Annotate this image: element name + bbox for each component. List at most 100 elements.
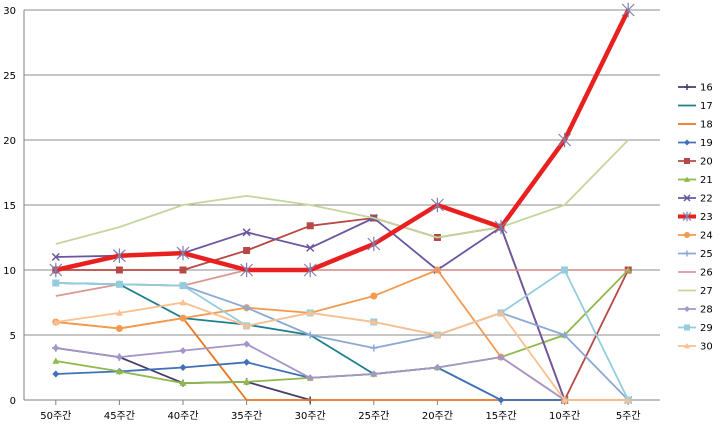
legend-item-25: 25 bbox=[678, 249, 713, 260]
data-point bbox=[52, 357, 60, 364]
series-lines bbox=[49, 2, 635, 405]
axes bbox=[23, 10, 660, 405]
data-point bbox=[684, 84, 690, 90]
x-tick-label: 10주간 bbox=[549, 410, 580, 422]
data-point bbox=[684, 324, 690, 331]
legend-label: 28 bbox=[700, 305, 713, 316]
legend-item-22: 22 bbox=[678, 194, 713, 205]
legend: 16 17 18 19 20 21 22 23 24 25 26 27 28 29 30 bbox=[678, 83, 713, 353]
legend-label: 27 bbox=[700, 286, 713, 297]
series-30 bbox=[52, 299, 632, 403]
data-point bbox=[243, 304, 251, 312]
y-tick-label: 5 bbox=[10, 331, 16, 342]
data-point bbox=[243, 340, 251, 348]
series-18 bbox=[55, 317, 629, 401]
legend-label: 19 bbox=[700, 138, 713, 149]
data-point bbox=[497, 353, 505, 361]
x-axis-ticks: 50주간 45주간 40주간 35주간 30주간 25주간 20주간 15주간 10주간 5주간 bbox=[40, 410, 640, 422]
data-point bbox=[179, 314, 187, 322]
data-point bbox=[370, 344, 378, 352]
data-point bbox=[621, 2, 635, 18]
data-point bbox=[306, 222, 314, 230]
data-point bbox=[684, 176, 690, 182]
data-point bbox=[370, 318, 378, 325]
legend-item-28: 28 bbox=[678, 305, 713, 316]
series-line-27 bbox=[55, 139, 629, 245]
legend-item-21: 21 bbox=[678, 175, 713, 186]
legend-label: 18 bbox=[700, 120, 713, 131]
data-point bbox=[52, 370, 60, 378]
data-point bbox=[370, 292, 378, 300]
legend-label: 21 bbox=[700, 175, 713, 186]
data-point bbox=[684, 250, 690, 257]
data-point bbox=[179, 266, 187, 274]
x-tick-label: 40주간 bbox=[167, 410, 198, 422]
legend-label: 17 bbox=[700, 101, 713, 112]
data-point bbox=[303, 262, 317, 278]
x-tick-label: 20주간 bbox=[422, 410, 453, 422]
data-point bbox=[179, 364, 187, 371]
legend-label: 30 bbox=[700, 342, 713, 353]
data-point bbox=[179, 282, 187, 290]
data-point bbox=[243, 378, 251, 385]
data-point bbox=[683, 194, 691, 202]
data-point bbox=[367, 236, 381, 252]
legend-label: 23 bbox=[700, 212, 713, 223]
data-point bbox=[306, 374, 314, 382]
legend-item-20: 20 bbox=[678, 157, 713, 168]
legend-item-18: 18 bbox=[678, 120, 713, 131]
x-tick-label: 35주간 bbox=[231, 410, 262, 422]
data-point bbox=[684, 343, 690, 349]
data-point bbox=[52, 279, 60, 287]
data-point bbox=[115, 367, 123, 375]
data-point bbox=[433, 364, 441, 371]
legend-label: 16 bbox=[700, 83, 713, 94]
data-point bbox=[684, 232, 690, 238]
series-line-18 bbox=[55, 317, 629, 401]
series-17 bbox=[55, 282, 565, 401]
data-point bbox=[306, 243, 315, 252]
data-point bbox=[433, 331, 441, 338]
legend-item-17: 17 bbox=[678, 101, 713, 112]
legend-label: 20 bbox=[700, 157, 713, 168]
x-tick-label: 25주간 bbox=[358, 410, 389, 422]
data-point bbox=[176, 245, 190, 261]
data-point bbox=[115, 280, 123, 288]
data-point bbox=[179, 299, 187, 306]
y-tick-label: 30 bbox=[3, 6, 16, 17]
data-point bbox=[51, 252, 60, 262]
data-point bbox=[243, 322, 251, 329]
data-point bbox=[306, 309, 314, 316]
y-axis-ticks: 0 5 10 15 20 25 30 bbox=[3, 6, 16, 407]
y-tick-label: 0 bbox=[10, 396, 16, 407]
data-point bbox=[684, 158, 690, 164]
y-tick-label: 25 bbox=[3, 71, 16, 82]
data-point bbox=[240, 262, 254, 278]
data-point bbox=[370, 370, 378, 378]
series-23 bbox=[49, 2, 635, 278]
legend-label: 29 bbox=[700, 323, 713, 334]
data-point bbox=[49, 262, 63, 278]
data-point bbox=[52, 344, 60, 352]
x-tick-label: 30주간 bbox=[295, 410, 326, 422]
data-point bbox=[112, 248, 126, 263]
data-point bbox=[115, 266, 123, 274]
legend-item-29: 29 bbox=[678, 323, 713, 334]
data-point bbox=[179, 379, 187, 386]
legend-label: 22 bbox=[700, 194, 713, 205]
data-point bbox=[243, 247, 251, 254]
data-point bbox=[430, 197, 444, 213]
legend-label: 26 bbox=[700, 268, 713, 279]
legend-label: 25 bbox=[700, 249, 713, 260]
legend-item-24: 24 bbox=[678, 231, 713, 242]
legend-label: 24 bbox=[700, 231, 713, 242]
series-27 bbox=[55, 139, 629, 245]
data-point bbox=[684, 306, 690, 312]
series-line-16 bbox=[55, 347, 311, 401]
data-point bbox=[684, 139, 690, 146]
data-point bbox=[179, 347, 187, 355]
y-tick-label: 20 bbox=[3, 136, 16, 147]
data-point bbox=[558, 132, 572, 148]
data-point bbox=[115, 353, 123, 361]
